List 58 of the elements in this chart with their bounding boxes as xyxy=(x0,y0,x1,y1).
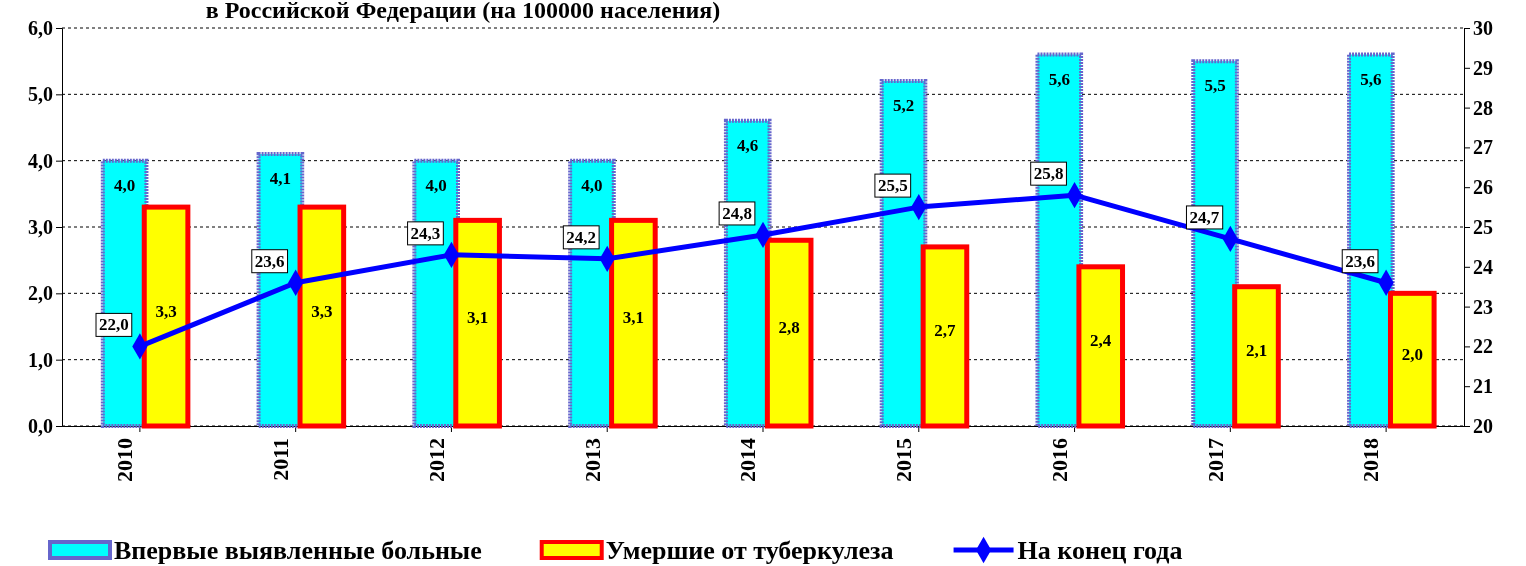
x-tick-label: 2013 xyxy=(579,438,605,482)
data-label: 2,7 xyxy=(934,321,957,341)
y2-tick-label: 20 xyxy=(1473,414,1493,437)
data-label: 5,5 xyxy=(1204,76,1226,96)
y2-tick-label: 30 xyxy=(1473,16,1493,39)
x-tick-label: 2012 xyxy=(423,438,449,482)
x-tick-label: 2014 xyxy=(735,438,761,482)
data-label: 25,5 xyxy=(877,176,908,196)
x-tick-label: 2016 xyxy=(1046,438,1072,482)
legend-label: На конец года xyxy=(1017,536,1183,565)
x-tick-label: 2015 xyxy=(891,438,917,482)
y2-tick-label: 21 xyxy=(1473,375,1493,398)
data-label: 5,2 xyxy=(892,96,915,116)
data-label: 5,6 xyxy=(1360,69,1382,89)
data-label: 24,7 xyxy=(1189,207,1220,227)
data-label: 22,0 xyxy=(99,315,129,335)
data-label: 4,0 xyxy=(581,175,603,195)
y2-tick-label: 27 xyxy=(1473,136,1493,159)
legend-label: Умершие от туберкулеза xyxy=(605,536,894,565)
data-label: 5,6 xyxy=(1048,69,1070,89)
y2-tick-label: 28 xyxy=(1473,96,1493,119)
data-label: 23,6 xyxy=(254,251,285,271)
y-tick-label: 6,0 xyxy=(28,16,53,39)
data-label: 24,3 xyxy=(410,223,441,243)
x-tick-label: 2011 xyxy=(267,438,293,481)
x-tick-label: 2017 xyxy=(1202,438,1228,482)
data-label: 4,0 xyxy=(425,175,447,195)
y-tick-label: 2,0 xyxy=(28,282,53,305)
x-tick-label: 2010 xyxy=(112,438,138,482)
y2-tick-label: 26 xyxy=(1473,176,1493,199)
data-label: 2,1 xyxy=(1245,341,1268,361)
legend-label: Впервые выявленные больные xyxy=(114,536,482,565)
y2-tick-label: 23 xyxy=(1473,295,1493,318)
data-label: 24,8 xyxy=(722,203,752,223)
y2-tick-label: 24 xyxy=(1473,255,1493,278)
y-tick-label: 5,0 xyxy=(28,83,53,106)
data-label: 24,2 xyxy=(566,227,597,247)
data-label: 23,6 xyxy=(1345,251,1375,271)
y2-tick-label: 25 xyxy=(1473,215,1493,238)
data-label: 4,0 xyxy=(114,175,136,195)
data-label: 2,0 xyxy=(1401,344,1423,364)
data-label: 25,8 xyxy=(1033,164,1064,184)
data-label: 3,1 xyxy=(466,308,489,328)
y2-tick-label: 22 xyxy=(1473,335,1493,358)
y-tick-label: 1,0 xyxy=(28,348,53,371)
data-label: 4,6 xyxy=(737,135,759,155)
x-tick-label: 2018 xyxy=(1358,438,1384,482)
y-tick-label: 4,0 xyxy=(28,149,53,172)
data-label: 3,1 xyxy=(622,308,645,328)
y-tick-label: 3,0 xyxy=(28,215,53,238)
y-tick-label: 0,0 xyxy=(28,414,53,437)
data-label: 2,4 xyxy=(1090,331,1112,351)
data-label: 4,1 xyxy=(269,169,292,189)
chart-title: в Российской Федерации (на 100000 населения) xyxy=(205,0,721,23)
data-label: 3,3 xyxy=(311,301,333,321)
y2-tick-label: 29 xyxy=(1473,56,1493,79)
data-label: 2,8 xyxy=(778,318,800,338)
data-label: 3,3 xyxy=(155,301,177,321)
